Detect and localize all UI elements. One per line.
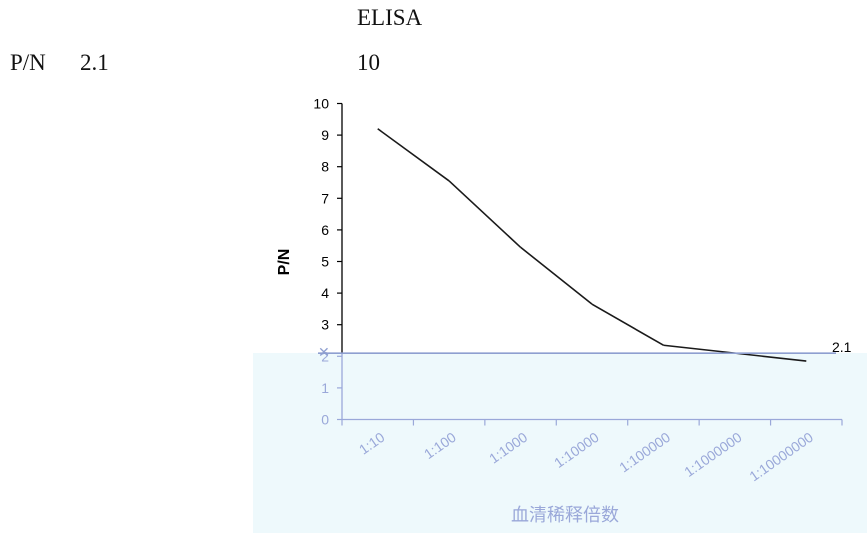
y-tick-label: 1 [321,380,329,396]
y-tick-label: 7 [321,190,329,206]
series-line-segment [377,128,450,182]
threshold-marker-left: ✕ [318,344,330,360]
y-tick-label: 2 [321,348,329,364]
document-heading: ELISA [357,5,423,30]
dilution-count: 10 [357,50,380,75]
y-tick-label: 8 [321,159,329,175]
threshold-label: 2.1 [832,339,852,355]
overlay-panel [253,353,867,533]
y-tick-label: 9 [321,127,329,143]
y-tick-label: 6 [321,222,329,238]
y-tick-label: 3 [321,317,329,333]
y-axis-title: P/N [276,249,293,276]
series-line-segment [663,344,735,354]
series-line-segment [520,246,593,305]
series-line-segment [591,303,664,346]
y-tick-label: 5 [321,254,329,270]
pn-value: 2.1 [80,50,109,75]
series-line-segment [448,180,522,248]
y-tick-label: 0 [321,412,329,428]
series-line-segment [734,352,807,362]
y-tick-label: 10 [313,96,329,112]
x-axis-title: 血清稀释倍数 [511,505,619,526]
pn-label: P/N [10,50,46,75]
y-tick-label: 4 [321,285,329,301]
